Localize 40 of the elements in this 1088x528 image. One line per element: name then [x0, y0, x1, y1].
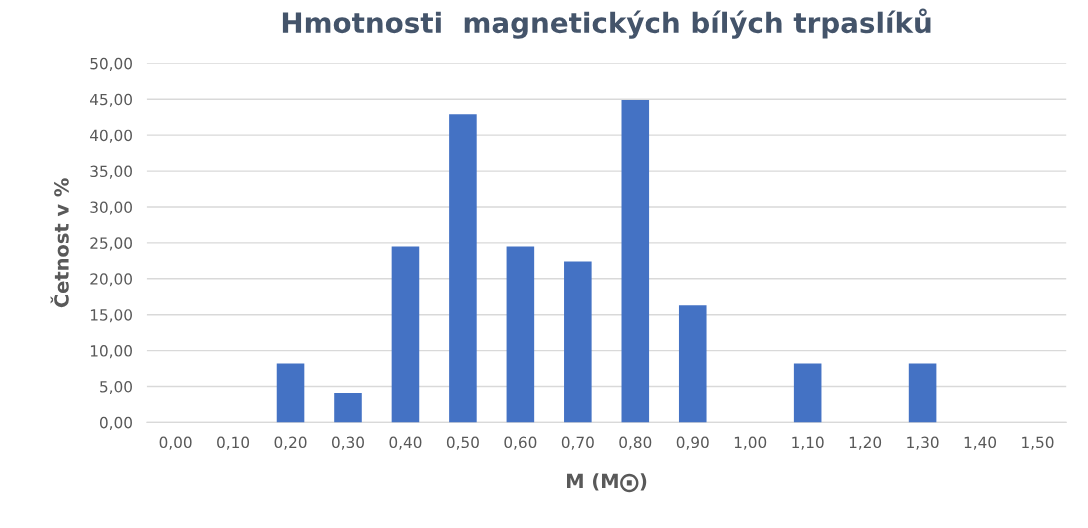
x-tick-label: 0,70	[561, 436, 594, 450]
bar	[621, 99, 650, 423]
x-tick-label: 1,20	[849, 436, 882, 450]
x-tick-label: 1,30	[907, 436, 939, 450]
y-tick-label: 35,00	[90, 165, 132, 179]
x-tick-label: 1,00	[734, 436, 767, 450]
x-tick-label: 1,50	[1022, 436, 1054, 450]
y-tick-label: 10,00	[90, 345, 132, 359]
bar	[908, 363, 937, 423]
bar	[334, 392, 362, 423]
y-tick-label: 15,00	[90, 309, 132, 323]
chart-title: Hmotnosti magnetických bílých trpaslíků	[282, 8, 931, 39]
x-tick-label: 0,30	[331, 436, 364, 450]
y-tick-label: 45,00	[90, 93, 132, 107]
x-tick-label: 0,00	[159, 436, 192, 450]
x-tick-label: 1,40	[964, 436, 997, 450]
x-tick-label: 0,80	[619, 436, 652, 450]
y-tick-label: 0,00	[99, 416, 132, 430]
bar	[793, 363, 822, 423]
x-tick-label: 1,10	[792, 436, 824, 450]
y-tick-label: 20,00	[90, 273, 132, 287]
bar	[564, 261, 592, 423]
bar	[449, 114, 477, 423]
x-tick-label: 0,90	[676, 436, 709, 450]
y-tick-label: 40,00	[90, 129, 132, 143]
x-tick-label: 0,50	[446, 436, 479, 450]
bar	[276, 363, 305, 423]
bar	[391, 246, 420, 423]
x-axis-title: M (M⨀)	[567, 473, 647, 493]
y-tick-label: 5,00	[100, 380, 132, 395]
x-tick-label: 0,60	[504, 436, 537, 450]
y-tick-label: 50,00	[90, 57, 132, 71]
bar	[506, 246, 535, 423]
y-tick-label: 30,00	[90, 201, 132, 215]
y-axis-title: Četnost v %	[50, 178, 69, 308]
y-tick-label: 25,00	[90, 237, 132, 251]
bar	[678, 305, 707, 423]
x-tick-label: 0,20	[274, 436, 307, 450]
x-tick-label: 0,40	[389, 436, 422, 450]
x-tick-label: 0,10	[217, 436, 250, 450]
